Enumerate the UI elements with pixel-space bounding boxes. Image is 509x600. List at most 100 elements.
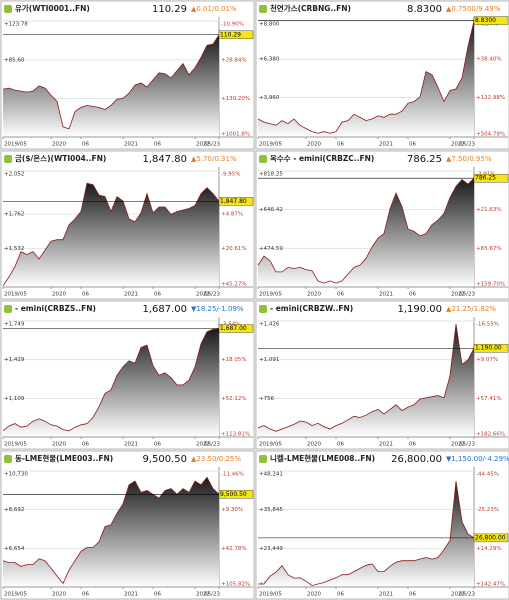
price-line: [2, 328, 220, 432]
x-tick-label: 06: [337, 592, 344, 598]
y-tick-label: +2,052: [4, 172, 24, 178]
right-note: +28.84%: [221, 57, 247, 63]
change: ▲0.7500/9.49%: [446, 5, 501, 13]
panel-icon: [4, 305, 12, 313]
price-line: [258, 481, 475, 587]
y-tick-label: +48,241: [259, 472, 283, 478]
x-tick-label: 2020: [52, 142, 66, 148]
x-tick-label: 2021: [379, 592, 393, 598]
x-tick-label: 06: [154, 592, 161, 598]
current-price-label: 8.8300: [475, 17, 496, 24]
y-tick-label: +756: [259, 396, 275, 402]
x-tick-label: 2021: [379, 142, 393, 148]
right-note: +142.47%: [476, 582, 505, 588]
right-note: +21.63%: [476, 207, 502, 213]
x-tick-label: 06: [409, 292, 416, 298]
current-price-box: [473, 344, 509, 353]
panel-icon: [4, 155, 12, 163]
right-note: -10.90%: [221, 22, 244, 28]
price: 110.29: [152, 4, 187, 15]
panel-icon: [4, 5, 12, 13]
right-note: +113.81%: [221, 432, 250, 438]
price: 1,190.00: [397, 304, 442, 315]
right-note: +4.87%: [221, 212, 243, 218]
price-line: [257, 20, 475, 134]
right-note: +45.27%: [221, 282, 247, 288]
x-tick-label: 2020: [52, 442, 66, 448]
x-tick-label: 06: [337, 442, 344, 448]
x-tick-label: 06: [409, 442, 416, 448]
right-note: +57.41%: [476, 396, 502, 402]
right-note: -11.46%: [221, 472, 244, 478]
current-price-label: 1,847.80: [220, 198, 247, 205]
right-note: +38.40%: [476, 57, 502, 63]
right-note: +18.05%: [221, 357, 247, 363]
x-tick-label: 2020: [307, 442, 321, 448]
current-price-box: [473, 174, 509, 183]
y-tick-label: +23,449: [259, 546, 283, 552]
panel-title: 니켈-LME현물(LME008..FN): [270, 453, 375, 463]
x-tick-label: 2021: [124, 142, 138, 148]
x-tick-label: 2021: [124, 442, 138, 448]
price-line: [2, 34, 220, 130]
x-tick-label: 05/23: [459, 142, 475, 148]
panel-title: - emini(CRBZW..FN): [270, 304, 353, 313]
x-tick-label: 2022: [451, 292, 465, 298]
y-tick-label: +818.25: [259, 172, 283, 178]
x-tick-label: 2019/05: [259, 442, 282, 448]
price-area: [3, 34, 219, 137]
right-note: +159.70%: [476, 282, 505, 288]
x-tick-label: 2022: [451, 442, 465, 448]
x-tick-label: 05/23: [204, 292, 220, 298]
x-tick-label: 2020: [307, 292, 321, 298]
change: ▲5.70/0.31%: [191, 155, 237, 163]
panel-icon: [4, 455, 12, 463]
x-tick-label: 06: [154, 442, 161, 448]
x-tick-label: 06: [409, 142, 416, 148]
right-note: +122.98%: [476, 95, 505, 101]
panel-icon: [259, 155, 267, 163]
x-tick-label: 2019/05: [4, 592, 27, 598]
right-note: +14.29%: [476, 546, 502, 552]
x-tick-label: 06: [337, 142, 344, 148]
x-tick-label: 2019/05: [4, 142, 27, 148]
x-tick-label: 2019/05: [259, 142, 282, 148]
y-tick-label: +10,730: [4, 472, 28, 478]
price-area: [258, 481, 474, 587]
panel-title: - emini(CRBZS..FN): [15, 304, 96, 313]
price-area: [258, 324, 474, 437]
x-tick-label: 06: [82, 442, 89, 448]
panel-title: 천연가스(CRBNG..FN): [270, 3, 351, 13]
panel-title: 옥수수 - emini(CRBZC..FN): [270, 153, 374, 163]
current-price-box: [218, 490, 254, 499]
change: ▲7.50/0.95%: [446, 155, 492, 163]
x-tick-label: 05/23: [204, 442, 220, 448]
y-tick-label: +3,960: [259, 95, 280, 101]
x-tick-label: 06: [82, 592, 89, 598]
x-tick-label: 06: [82, 142, 89, 148]
panel-title: 유가(WTI0001..FN): [15, 3, 90, 13]
panel-icon: [259, 455, 267, 463]
right-note: +1001.8%: [221, 132, 250, 138]
panel-icon: [259, 5, 267, 13]
x-tick-label: 2021: [379, 442, 393, 448]
y-tick-label: +6,654: [4, 546, 25, 552]
right-note: +42.78%: [221, 546, 247, 552]
current-price-label: 786.25: [475, 175, 496, 182]
x-tick-label: 05/23: [204, 142, 220, 148]
y-tick-label: +1,429: [4, 357, 25, 363]
y-tick-label: +123.78: [4, 22, 28, 28]
right-note: -16.55%: [476, 322, 499, 328]
current-price-box: [218, 197, 254, 206]
x-tick-label: 05/23: [459, 592, 475, 598]
y-tick-label: +474.59: [259, 246, 283, 252]
price-line: [2, 476, 220, 585]
price-line: [257, 177, 475, 284]
right-note: +9.07%: [476, 357, 498, 363]
y-tick-label: +85.60: [4, 57, 25, 63]
x-tick-label: 2021: [379, 292, 393, 298]
right-note: +182.66%: [476, 432, 505, 438]
x-tick-label: 2019/05: [259, 592, 282, 598]
x-tick-label: 2020: [52, 292, 66, 298]
